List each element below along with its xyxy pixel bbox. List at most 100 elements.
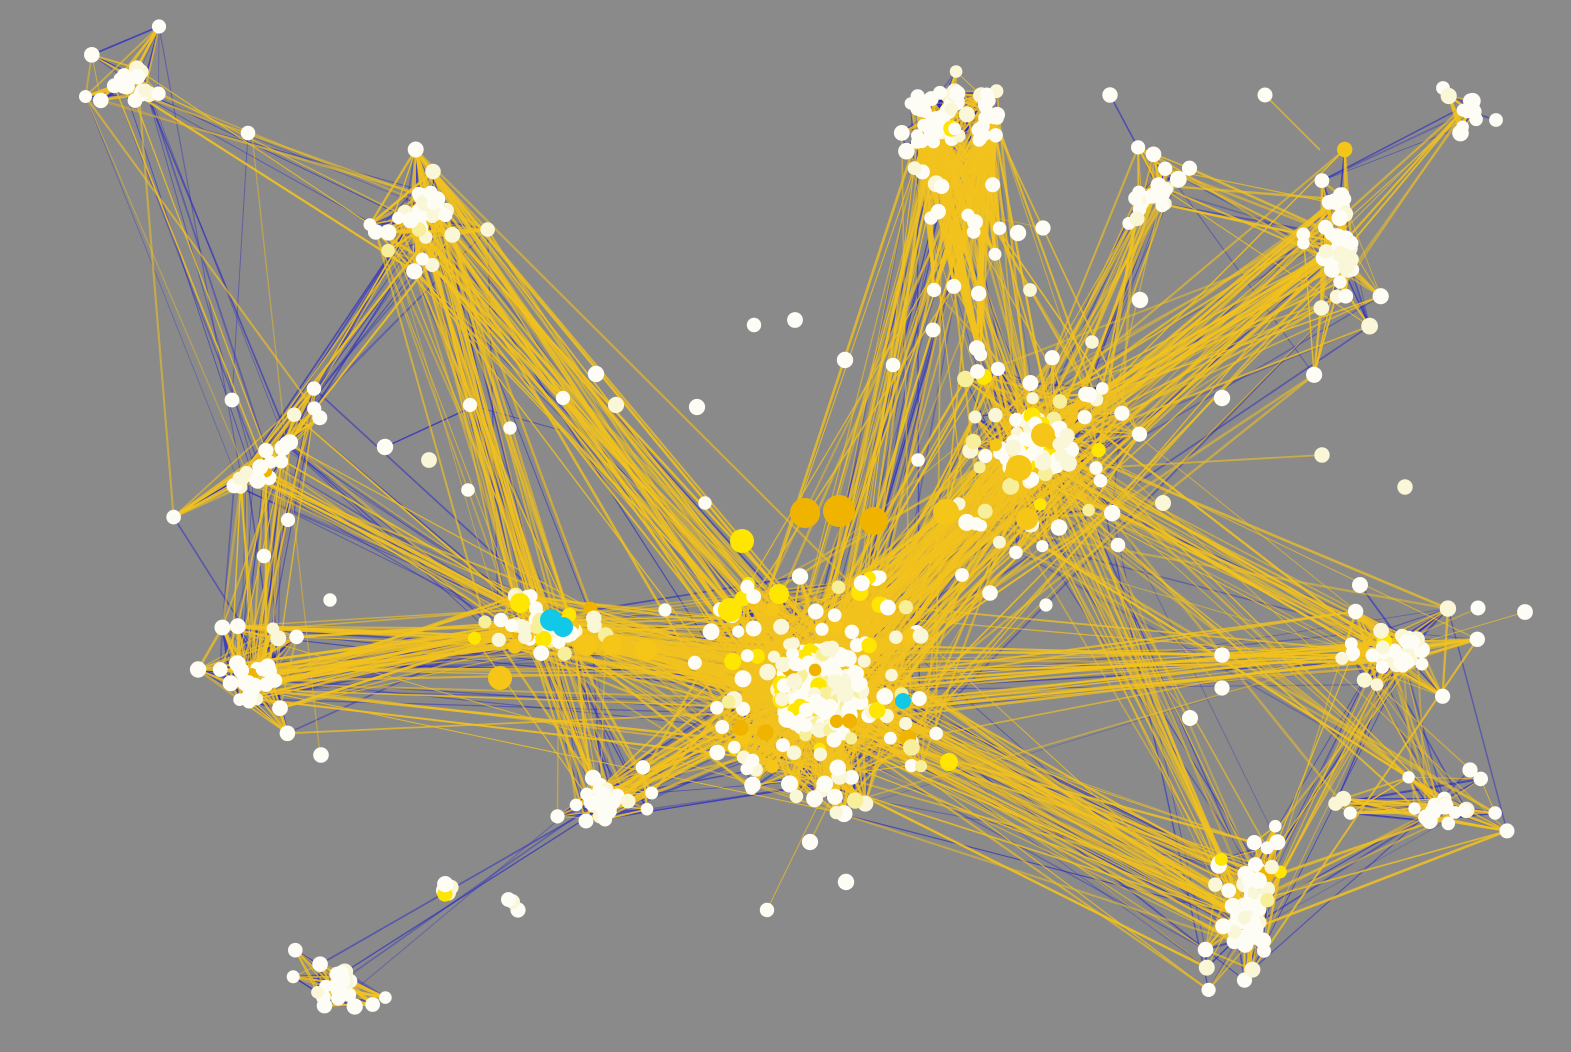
graph-node[interactable] [885,668,898,682]
graph-node[interactable] [1131,140,1146,155]
graph-node[interactable] [787,312,803,328]
graph-node[interactable] [884,731,897,745]
graph-node[interactable] [702,623,720,641]
graph-node[interactable] [333,965,349,981]
graph-node[interactable] [311,986,324,999]
graph-node[interactable] [640,802,654,816]
graph-node[interactable] [425,163,441,180]
graph-node[interactable] [806,790,823,808]
graph-node[interactable] [594,786,611,804]
graph-node[interactable] [961,208,975,222]
graph-node[interactable] [1169,170,1187,188]
graph-node-hub-9[interactable] [718,598,742,622]
graph-node[interactable] [587,618,602,634]
graph-node[interactable] [732,720,749,736]
graph-node[interactable] [904,759,919,773]
graph-node[interactable] [1085,335,1099,349]
graph-node[interactable] [808,693,823,708]
graph-node[interactable] [973,347,988,362]
graph-node[interactable] [1456,103,1470,117]
graph-node[interactable] [462,397,478,413]
graph-node[interactable] [925,322,941,338]
graph-node[interactable] [857,654,871,668]
graph-node[interactable] [379,991,392,1004]
graph-node[interactable] [1361,317,1378,335]
graph-node[interactable] [1093,473,1108,488]
graph-node[interactable] [688,398,706,416]
graph-node[interactable] [798,718,813,733]
graph-node[interactable] [1009,224,1027,242]
graph-node[interactable] [1402,771,1415,784]
graph-node[interactable] [1197,941,1214,958]
graph-node[interactable] [907,161,922,176]
graph-node[interactable] [1344,637,1358,651]
graph-node[interactable] [992,535,1006,549]
graph-node[interactable] [1009,413,1022,426]
graph-node[interactable] [1296,227,1311,242]
graph-node[interactable] [765,760,779,773]
graph-node[interactable] [786,673,803,690]
graph-node[interactable] [252,459,269,475]
graph-node[interactable] [1039,598,1053,612]
graph-node[interactable] [1373,622,1389,639]
graph-node[interactable] [587,365,605,383]
graph-node[interactable] [1208,877,1223,892]
graph-node[interactable] [876,688,894,705]
graph-node[interactable] [1314,173,1330,189]
graph-node[interactable] [797,687,810,700]
graph-node[interactable] [799,728,812,742]
graph-node[interactable] [212,662,228,677]
graph-node[interactable] [842,713,858,729]
graph-node[interactable] [1028,443,1042,457]
graph-node[interactable] [721,694,736,709]
graph-node[interactable] [535,630,552,648]
graph-node[interactable] [1415,657,1429,671]
graph-node[interactable] [789,789,804,804]
graph-node[interactable] [1050,519,1068,536]
graph-node[interactable] [948,122,961,136]
graph-node[interactable] [249,472,266,489]
graph-node[interactable] [286,407,302,422]
graph-node[interactable] [759,663,776,681]
graph-node[interactable] [946,278,962,294]
graph-node[interactable] [635,760,651,775]
graph-node[interactable] [848,665,864,682]
graph-node[interactable] [816,775,834,793]
graph-node[interactable] [811,722,828,738]
graph-node[interactable] [898,600,914,615]
graph-node[interactable] [505,618,519,633]
graph-node[interactable] [934,178,950,194]
graph-node[interactable] [767,650,781,663]
graph-node[interactable] [1215,918,1232,935]
graph-node[interactable] [836,351,854,369]
graph-node[interactable] [406,263,423,280]
graph-node[interactable] [1246,835,1262,851]
graph-node[interactable] [267,673,283,688]
graph-node[interactable] [658,603,672,617]
graph-node[interactable] [1331,209,1348,227]
graph-node[interactable] [861,637,877,654]
graph-node[interactable] [880,599,896,616]
graph-node[interactable] [1026,392,1039,405]
graph-node[interactable] [911,453,925,467]
graph-node[interactable] [1096,382,1109,395]
graph-node[interactable] [1356,672,1372,688]
graph-node[interactable] [1221,883,1237,898]
graph-node[interactable] [745,620,762,637]
graph-node[interactable] [844,770,859,785]
graph-node[interactable] [1052,394,1068,409]
graph-node[interactable] [957,370,974,388]
graph-node[interactable] [988,407,1003,423]
graph-node[interactable] [1333,275,1347,289]
graph-node[interactable] [1009,545,1023,560]
graph-node[interactable] [1034,454,1052,471]
graph-node[interactable] [552,636,566,649]
graph-node-hub-16[interactable] [940,753,958,771]
graph-node[interactable] [438,208,453,223]
graph-node[interactable] [569,798,583,812]
graph-node[interactable] [1155,495,1171,511]
graph-node[interactable] [507,639,522,654]
graph-node[interactable] [129,68,146,85]
graph-node[interactable] [381,243,395,258]
graph-node[interactable] [977,503,993,519]
